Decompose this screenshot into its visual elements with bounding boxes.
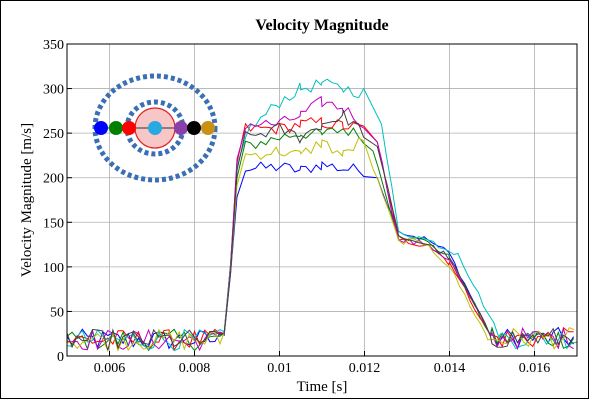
x-tick-label: 0.01 <box>267 361 292 376</box>
sensor-dot-7 <box>201 121 215 135</box>
x-tick-label: 0.014 <box>434 361 466 376</box>
plot-border <box>66 43 578 357</box>
series-line-6 <box>66 137 575 352</box>
series-line-4 <box>66 78 578 352</box>
y-tick-label: 250 <box>43 127 64 142</box>
sensor-layout-inset <box>92 73 218 183</box>
y-tick-label: 300 <box>43 83 64 98</box>
chart-title: Velocity Magnitude <box>255 17 388 34</box>
sensor-dot-2 <box>109 121 123 135</box>
y-tick-label: 150 <box>43 216 64 231</box>
y-tick-label: 0 <box>57 350 64 365</box>
series-line-7 <box>66 109 574 351</box>
y-tick-label: 200 <box>43 172 64 187</box>
x-tick-label: 0.006 <box>94 361 126 376</box>
y-tick-label: 350 <box>43 38 64 53</box>
x-axis-label: Time [s] <box>297 379 348 395</box>
x-tick-label: 0.012 <box>349 361 381 376</box>
sensor-dot-4 <box>148 121 162 135</box>
sensor-dot-6 <box>187 121 201 135</box>
x-tick-label: 0.016 <box>519 361 551 376</box>
series-group <box>66 78 578 352</box>
sensor-dot-5 <box>174 121 188 135</box>
y-tick-label: 50 <box>50 305 64 320</box>
y-tick-label: 100 <box>43 261 64 276</box>
y-axis-label: Velocity Magnitude [m/s] <box>19 123 35 277</box>
sensor-dot-3 <box>122 121 136 135</box>
axis-ticks: 0.006 0.008 0.01 0.012 0.014 0.016 0 50 100 150 20… <box>43 38 550 376</box>
x-tick-label: 0.008 <box>179 361 211 376</box>
sensor-dot-1 <box>94 121 108 135</box>
plot-area <box>67 44 577 356</box>
